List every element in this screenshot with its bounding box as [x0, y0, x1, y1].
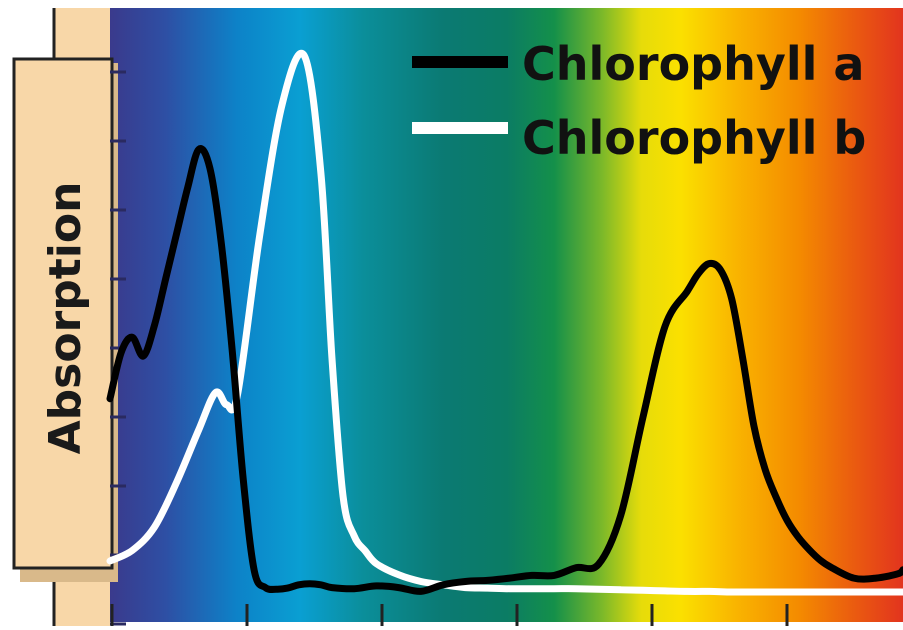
legend-label-chlorophyll-a: Chlorophyll a: [522, 37, 864, 91]
y-axis-label: Absorption: [40, 182, 91, 455]
legend-label-chlorophyll-b: Chlorophyll b: [522, 111, 866, 165]
